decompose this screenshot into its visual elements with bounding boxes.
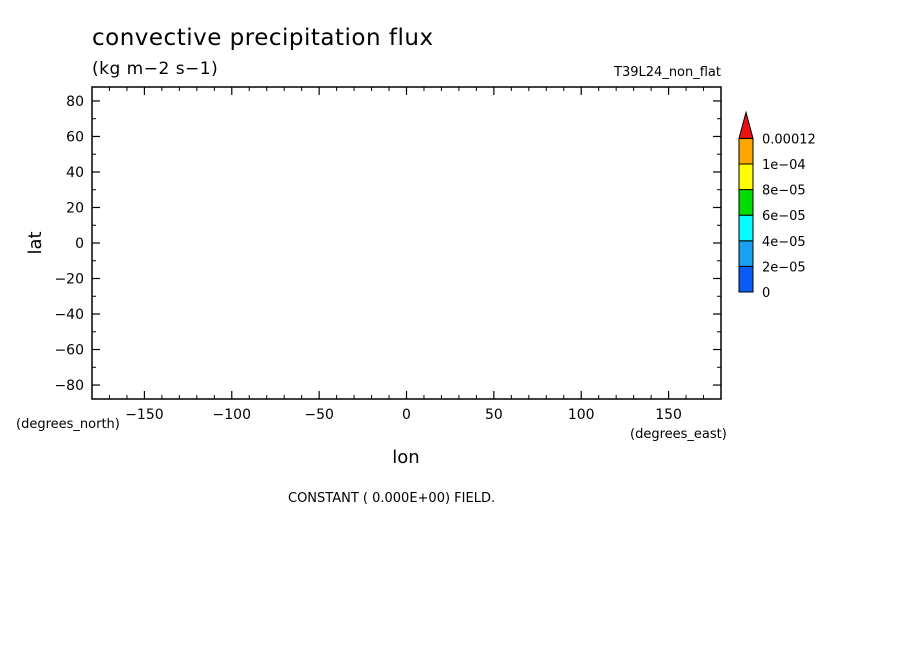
colorbar-level-label: 6e−05 (762, 209, 806, 224)
colorbar-level-label: 0.00012 (762, 132, 816, 147)
x-tick-label: 0 (402, 407, 411, 423)
x-tick-label: 100 (568, 407, 595, 423)
colorbar (738, 110, 754, 293)
colorbar-level-label: 8e−05 (762, 184, 806, 199)
x-tick-label: −150 (125, 407, 163, 423)
x-tick-label: 150 (655, 407, 682, 423)
colorbar-segment (738, 214, 754, 242)
chart-units: (kg m−2 s−1) (92, 59, 218, 79)
chart-title: convective precipitation flux (92, 25, 434, 51)
y-tick-label: −80 (54, 378, 84, 394)
y-axis-label: lat (25, 231, 46, 254)
colorbar-segment (738, 137, 754, 165)
y-tick-label: 20 (66, 200, 84, 216)
colorbar-level-label: 1e−04 (762, 158, 806, 173)
plot-area (91, 86, 722, 400)
x-axis-tick-labels: −150 −100 −50 0 50 100 150 (125, 407, 682, 423)
constant-field-note: CONSTANT ( 0.000E+00) FIELD. (288, 491, 495, 506)
y-tick-label: 0 (75, 236, 84, 252)
x-axis-ticks (91, 87, 722, 399)
y-tick-label: 80 (66, 94, 84, 110)
colorbar-level-label: 0 (762, 286, 770, 301)
y-tick-label: 40 (66, 165, 84, 181)
colorbar-segment (738, 240, 754, 267)
y-tick-label: 60 (66, 129, 84, 145)
x-tick-label: −100 (213, 407, 251, 423)
colorbar-segment (738, 189, 754, 216)
y-axis-tick-labels: 80 60 40 20 0 −20 −40 −60 −80 (54, 94, 84, 394)
y-tick-label: −40 (54, 307, 84, 323)
y-tick-label: −20 (54, 272, 84, 288)
colorbar-segment (738, 265, 754, 293)
colorbar-segment (738, 163, 754, 191)
colorbar-extend-triangle (738, 110, 754, 139)
dataset-label: T39L24_non_flat (613, 65, 721, 80)
colorbar-level-label: 2e−05 (762, 260, 806, 275)
x-axis-label: lon (392, 447, 419, 468)
colorbar-labels: 0 2e−05 4e−05 6e−05 8e−05 1e−04 0.00012 (762, 132, 816, 301)
x-tick-label: −50 (304, 407, 334, 423)
y-axis-ticks (92, 100, 721, 386)
y-axis-units: (degrees_north) (16, 417, 120, 432)
y-tick-label: −60 (54, 343, 84, 359)
x-axis-units: (degrees_east) (630, 427, 727, 442)
x-tick-label: 50 (485, 407, 503, 423)
colorbar-level-label: 4e−05 (762, 235, 806, 250)
